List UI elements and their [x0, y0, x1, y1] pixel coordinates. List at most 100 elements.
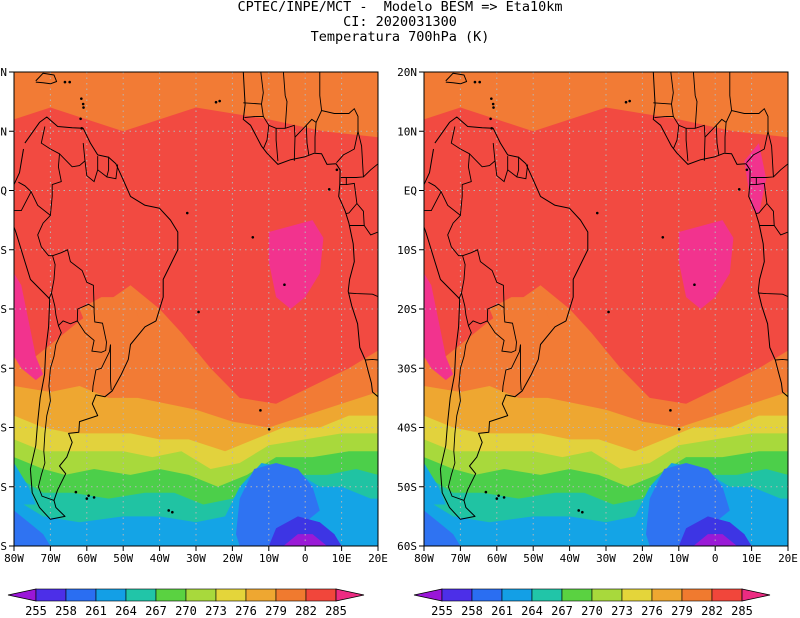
lon-tick-label-p0: 0	[302, 552, 309, 565]
lon-tick-label-p0: 10E	[332, 552, 352, 565]
lon-tick-label-p0: 20W	[222, 552, 242, 565]
lat-tick-label-p1: 20S	[397, 303, 417, 316]
patch-279-inland-p0	[79, 297, 145, 357]
tick-marks-p0	[9, 71, 379, 551]
hispaniola-coast-p1	[445, 72, 468, 85]
lon-tick-label-p1: 50W	[523, 552, 543, 565]
colorbar-swatch-1	[501, 588, 533, 602]
band-255-p0	[268, 516, 342, 546]
lat-tick-label-p1: 20N	[397, 66, 417, 79]
colorbar-swatch-0	[305, 588, 337, 602]
colorbar-label-1: 258	[461, 604, 483, 618]
lon-tick-label-p1: 20E	[778, 552, 798, 565]
patch-285-andes-p0	[14, 273, 44, 381]
colorbar-label-0: 276	[235, 604, 257, 618]
lat-tick-label-p0: 50S	[0, 481, 7, 494]
band-261-west-p0	[14, 463, 36, 505]
colorbar-label-0: 285	[325, 604, 347, 618]
colorbar-swatch-0	[95, 588, 127, 602]
lat-tick-label-p1: 10S	[397, 244, 417, 257]
lon-tick-label-p0: 50W	[113, 552, 133, 565]
colorbar-swatch-1	[651, 588, 683, 602]
patch-285-atlantic-p0	[268, 220, 324, 309]
figure-title: CPTEC/INPE/MCT - Modelo BESM => Eta10km …	[0, 0, 800, 45]
colorbar-swatch-0	[215, 588, 247, 602]
colorbar-label-1: 264	[521, 604, 543, 618]
lon-tick-label-p1: 30W	[596, 552, 616, 565]
colorbar-swatch-1	[441, 588, 473, 602]
lon-tick-label-p1: 20W	[632, 552, 652, 565]
lon-tick-label-p1: 70W	[450, 552, 470, 565]
lat-tick-label-p0: 40S	[0, 422, 7, 435]
patch-285-atlantic-p1	[678, 220, 734, 309]
lat-tick-label-p0: 60S	[0, 540, 7, 553]
band-258-west-p0	[14, 510, 51, 546]
band-north-279-p0	[14, 72, 378, 138]
colorbar-swatch-0	[125, 588, 157, 602]
colorbar-swatch-1	[621, 588, 653, 602]
colorbar-label-1: 282	[701, 604, 723, 618]
colorbar-swatch-1	[591, 588, 623, 602]
south-america-coast-p1	[424, 116, 589, 520]
lon-tick-label-p0: 10W	[259, 552, 279, 565]
colorbar-swatch-0	[155, 588, 187, 602]
colorbar-swatch-0	[275, 588, 307, 602]
colorbar-swatch-0	[35, 588, 67, 602]
colorbar-swatch-0	[65, 588, 97, 602]
patch-285-andes-p1	[424, 273, 454, 381]
colorbar-swatch-0	[245, 588, 277, 602]
lon-tick-label-p1: 40W	[560, 552, 580, 565]
patch-285-africa-p1	[744, 143, 767, 215]
colorbar-label-0: 255	[25, 604, 47, 618]
title-line-3: Temperatura 700hPa (K)	[310, 29, 490, 45]
title-line-1: CPTEC/INPE/MCT - Modelo BESM => Eta10km	[237, 0, 563, 15]
colorbar-swatch-1	[681, 588, 713, 602]
lat-tick-label-p0: 30S	[0, 362, 7, 375]
lon-tick-label-p0: 70W	[40, 552, 60, 565]
colorbar-label-1: 270	[581, 604, 603, 618]
band-258-west-p1	[424, 510, 461, 546]
colorbar-label-0: 279	[265, 604, 287, 618]
lon-tick-label-p1: 80W	[414, 552, 434, 565]
lat-tick-label-p0: EQ	[0, 185, 7, 198]
colorbar-label-0: 282	[295, 604, 317, 618]
colorbar-swatch-0	[185, 588, 217, 602]
patch-279-inland-p1	[489, 297, 555, 357]
islands-p1	[473, 80, 749, 514]
lon-tick-label-p1: 10E	[742, 552, 762, 565]
colorbar-label-1: 273	[611, 604, 633, 618]
map-panel-right: 80W 70W 60W 50W 40W 30W 20W 10W 0 10E 20E 20N 10N EQ 1…	[397, 66, 798, 565]
lat-tick-label-p1: 10N	[397, 125, 417, 138]
colorbar-swatch-1	[531, 588, 563, 602]
lat-tick-label-p1: 40S	[397, 422, 417, 435]
band-north-279-p1	[424, 72, 788, 138]
map-panel-left: 80W 70W 60W 50W 40W 30W 20W 10W 0 10E 20E 20N 10N EQ 1…	[0, 66, 388, 565]
country-borders-p0	[14, 72, 378, 501]
lat-tick-label-p1: 30S	[397, 362, 417, 375]
colorbar-label-1: 285	[731, 604, 753, 618]
colorbar-label-0: 264	[115, 604, 137, 618]
lat-tick-label-p1: 50S	[397, 481, 417, 494]
hispaniola-coast-p0	[35, 72, 58, 85]
colorbar-label-1: 267	[551, 604, 573, 618]
colorbar-arrow-low-0	[7, 588, 37, 602]
lon-tick-label-p0: 40W	[150, 552, 170, 565]
colorbar-arrow-high-1	[741, 588, 771, 602]
lat-tick-label-p1: 60S	[397, 540, 417, 553]
lat-tick-label-p0: 20N	[0, 66, 7, 79]
colorbar-arrow-high-0	[335, 588, 365, 602]
colorbar-label-0: 270	[175, 604, 197, 618]
colorbar-swatch-1	[561, 588, 593, 602]
lat-tick-label-p0: 10S	[0, 244, 7, 257]
colorbar-label-0: 267	[145, 604, 167, 618]
lon-tick-label-p1: 60W	[487, 552, 507, 565]
colorbar-swatch-1	[471, 588, 503, 602]
lat-tick-label-p0: 10N	[0, 125, 7, 138]
lat-tick-label-p1: EQ	[404, 185, 417, 198]
title-line-2: CI: 2020031300	[343, 14, 457, 30]
lon-tick-label-p0: 80W	[4, 552, 24, 565]
islands-p0	[63, 80, 339, 514]
lon-tick-label-p0: 60W	[77, 552, 97, 565]
lon-tick-label-p1: 0	[712, 552, 719, 565]
